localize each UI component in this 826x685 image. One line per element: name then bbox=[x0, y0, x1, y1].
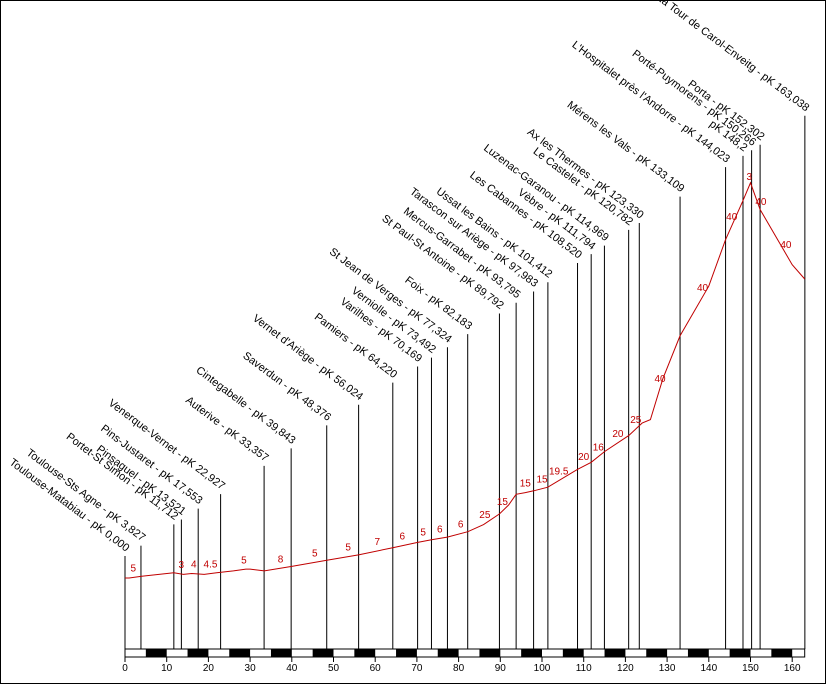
tick-label-5: 50 bbox=[328, 663, 340, 674]
station-label-1: Toulouse-Sts Agne - pK 3,827 bbox=[24, 447, 147, 544]
scale-segment-17 bbox=[479, 649, 501, 657]
tick-label-4: 40 bbox=[286, 663, 298, 674]
gradient-label-18: 20 bbox=[578, 452, 590, 463]
tick-label-11: 110 bbox=[576, 663, 592, 674]
gradient-label-24: 40 bbox=[726, 212, 738, 223]
gradient-label-21: 25 bbox=[630, 415, 642, 426]
gradient-label-6: 5 bbox=[312, 548, 318, 559]
tick-label-1: 10 bbox=[161, 663, 173, 674]
scale-segment-31 bbox=[771, 649, 793, 657]
tick-label-12: 120 bbox=[617, 663, 634, 674]
distance-tick-labels: 0 10 20 30 40 50 60 70 80 90 100 110 120 130 140 150 160 bbox=[122, 657, 801, 674]
gradient-label-25: 3 bbox=[746, 172, 752, 183]
gradient-label-5: 8 bbox=[278, 554, 284, 565]
gradient-label-17: 19.5 bbox=[549, 467, 569, 478]
scale-segment-19 bbox=[521, 649, 542, 657]
gradient-label-8: 7 bbox=[375, 537, 381, 548]
gradient-label-26: 40 bbox=[755, 197, 767, 208]
station-label-9: Vernet d'Ariège - pK 56,024 bbox=[250, 312, 365, 403]
gradient-label-22: 40 bbox=[654, 374, 666, 385]
station-label-17: Tarascon sur Ariège - pK 97,983 bbox=[407, 186, 540, 290]
gradient-label-9: 6 bbox=[400, 532, 406, 543]
scale-segment-7 bbox=[270, 649, 292, 657]
tick-label-14: 140 bbox=[700, 663, 717, 674]
station-label-29: La Tour de Carol-Enveitg - pK 163,038 bbox=[654, 1, 811, 114]
gradient-label-0: 5 bbox=[131, 563, 137, 574]
gradient-label-19: 16 bbox=[593, 443, 605, 454]
tick-label-9: 90 bbox=[495, 663, 507, 674]
tick-label-0: 0 bbox=[122, 663, 128, 674]
tick-label-6: 60 bbox=[370, 663, 382, 674]
gradient-label-20: 20 bbox=[612, 429, 624, 440]
scale-segment-3 bbox=[187, 649, 209, 657]
elevation-profile bbox=[125, 181, 806, 579]
gradient-label-27: 40 bbox=[780, 240, 792, 251]
scale-segment-21 bbox=[562, 649, 584, 657]
gradient-label-12: 6 bbox=[458, 520, 464, 531]
station-label-6: Auterive - pK 33,357 bbox=[183, 394, 270, 464]
gradient-label-13: 25 bbox=[479, 510, 491, 521]
scale-segment-15 bbox=[437, 649, 459, 657]
distance-scale-bar bbox=[124, 648, 806, 658]
tick-label-15: 150 bbox=[742, 663, 759, 674]
tick-label-8: 80 bbox=[453, 663, 465, 674]
profile-line bbox=[125, 181, 806, 579]
gradient-label-11: 6 bbox=[437, 524, 443, 535]
scale-segment-5 bbox=[229, 649, 251, 657]
gradient-label-7: 5 bbox=[345, 543, 351, 554]
tick-label-13: 130 bbox=[659, 663, 676, 674]
gradient-label-23: 40 bbox=[697, 283, 709, 294]
gradient-label-10: 5 bbox=[420, 527, 426, 538]
scale-segment-1 bbox=[145, 649, 167, 657]
scale-segment-9 bbox=[312, 649, 334, 657]
gradient-label-2: 4 bbox=[191, 560, 197, 571]
tick-label-3: 30 bbox=[245, 663, 257, 674]
scale-segment-29 bbox=[729, 649, 751, 657]
gradient-label-14: 15 bbox=[497, 497, 509, 508]
gradient-label-4: 5 bbox=[241, 555, 247, 566]
gradient-label-15: 15 bbox=[520, 479, 532, 490]
station-labels: Toulouse-Matabiau - pK 0,000Toulouse-Sts… bbox=[7, 1, 811, 554]
station-poles bbox=[124, 115, 806, 649]
scale-segment-13 bbox=[396, 649, 417, 657]
tick-label-2: 20 bbox=[203, 663, 215, 674]
scale-segment-11 bbox=[354, 649, 376, 657]
gradient-label-16: 15 bbox=[536, 475, 548, 486]
gradient-label-1: 3 bbox=[179, 560, 185, 571]
tick-label-10: 100 bbox=[534, 663, 551, 674]
scale-segment-23 bbox=[604, 649, 626, 657]
gradient-label-3: 4.5 bbox=[204, 560, 218, 571]
scale-segment-25 bbox=[646, 649, 668, 657]
scale-segment-27 bbox=[687, 649, 709, 657]
tick-label-7: 70 bbox=[411, 663, 423, 674]
tick-label-16: 160 bbox=[784, 663, 801, 674]
